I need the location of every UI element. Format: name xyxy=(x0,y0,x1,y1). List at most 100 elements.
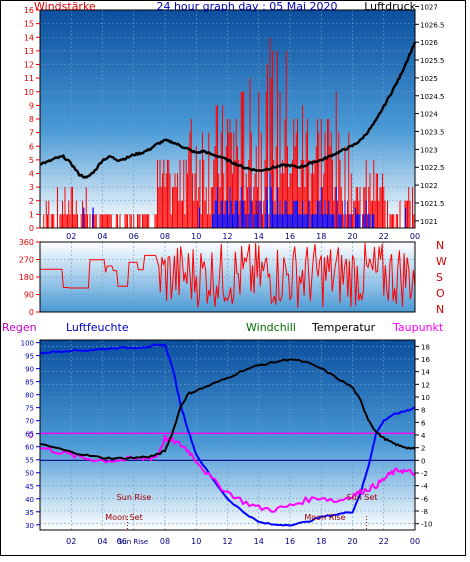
moon-set-label: Moon Set xyxy=(105,513,142,522)
temp-tick-label: 6 xyxy=(421,419,426,427)
temp-tick-label: 12 xyxy=(421,381,430,389)
x-tick-label: 22 xyxy=(379,232,389,241)
pressure-axis-title: Luftdruck xyxy=(364,0,416,13)
humidity-tick-label: 45 xyxy=(25,483,34,491)
humidity-tick-label: 85 xyxy=(25,379,34,387)
pressure-tick-label: 1024.5 xyxy=(420,93,445,101)
x-tick-label: 10 xyxy=(191,537,201,546)
pressure-tick-label: 1022.5 xyxy=(420,164,445,172)
x-tick-label: 08 xyxy=(160,232,170,241)
x-tick-label: 20 xyxy=(347,537,357,546)
wind-tick-label: 1 xyxy=(29,210,34,219)
temp-tick-label: -8 xyxy=(421,508,428,516)
legend-temperatur: Temperatur xyxy=(311,321,376,334)
temp-tick-label: 18 xyxy=(421,343,430,351)
humidity-tick-label: 35 xyxy=(25,509,34,517)
chart-title: 24 hour graph day : 05 Mai 2020 xyxy=(156,0,337,13)
pressure-tick-label: 1022 xyxy=(420,182,438,190)
x-tick-label: 14 xyxy=(254,232,264,241)
direction-label-n-top: N xyxy=(436,239,444,252)
temp-tick-label: 14 xyxy=(421,369,430,377)
pressure-tick-label: 1025 xyxy=(420,75,438,83)
legend-luftfeuchte: Luftfeuchte xyxy=(66,321,129,334)
pressure-line xyxy=(39,41,417,179)
x-tick-label: 12 xyxy=(222,537,232,546)
humidity-tick-label: 100 xyxy=(21,340,34,348)
x-tick-label: 08 xyxy=(160,537,170,546)
direction-tick-label: 180 xyxy=(19,273,34,282)
pressure-tick-label: 1025.5 xyxy=(420,57,445,65)
temp-tick-label: 2 xyxy=(421,445,425,453)
wind-tick-label: 15 xyxy=(24,20,34,29)
sun-set-label: Sun Set xyxy=(347,493,378,502)
wind-tick-label: 5 xyxy=(29,156,34,165)
wind-tick-label: 3 xyxy=(29,183,34,192)
direction-label-o: O xyxy=(436,287,445,300)
x-tick-label: 14 xyxy=(254,537,264,546)
wind-tick-label: 14 xyxy=(24,33,34,42)
direction-tick-label: 270 xyxy=(19,256,34,265)
legend-windchill: Windchill xyxy=(246,321,296,334)
wind-tick-label: 8 xyxy=(29,115,34,124)
x-tick-label: 22 xyxy=(379,537,389,546)
wind-tick-label: 16 xyxy=(24,6,34,15)
temp-tick-label: 8 xyxy=(421,407,425,415)
humidity-tick-label: 50 xyxy=(25,470,34,478)
sun-rise-label-1: Sun Rise xyxy=(117,493,152,502)
temp-tick-label: -4 xyxy=(421,483,429,491)
wind-tick-label: 10 xyxy=(24,88,34,97)
pressure-tick-label: 1021 xyxy=(420,218,438,226)
direction-tick-label: 0 xyxy=(29,308,34,317)
x-tick-label: 00 xyxy=(410,232,420,241)
direction-label-w: W xyxy=(436,255,447,268)
moon-rise-label: Moon Rise xyxy=(304,513,345,522)
direction-label-n-bottom: N xyxy=(436,303,444,316)
regen-zero-label: 0 xyxy=(28,431,34,441)
wind-tick-label: 4 xyxy=(29,170,34,179)
x-tick-label: 06 xyxy=(129,232,139,241)
legend-regen: Regen xyxy=(2,321,37,334)
humidity-line xyxy=(39,343,416,527)
legend-taupunkt: Taupunkt xyxy=(392,321,444,334)
x-tick-label: 02 xyxy=(66,232,76,241)
x-tick-label: 04 xyxy=(97,537,107,546)
pressure-tick-label: 1021.5 xyxy=(420,200,445,208)
x-tick-label: 16 xyxy=(285,232,295,241)
wind-tick-label: 11 xyxy=(24,74,34,83)
wind-tick-label: 9 xyxy=(29,101,34,110)
wind-tick-label: 0 xyxy=(29,224,34,233)
pressure-tick-label: 1024 xyxy=(420,111,438,119)
wind-tick-label: 13 xyxy=(24,47,34,56)
temp-tick-label: -10 xyxy=(421,521,432,529)
x-tick-label: 12 xyxy=(222,232,232,241)
pressure-tick-label: 1026 xyxy=(420,39,438,47)
temp-tick-label: 0 xyxy=(421,457,425,465)
humidity-tick-label: 30 xyxy=(25,522,34,530)
pressure-tick-label: 1023 xyxy=(420,146,438,154)
temp-tick-label: -2 xyxy=(421,470,428,478)
x-tick-label: 00 xyxy=(410,537,420,546)
humidity-tick-label: 75 xyxy=(25,405,34,413)
humidity-tick-label: 70 xyxy=(25,418,34,426)
x-tick-label: 18 xyxy=(316,537,326,546)
wind-tick-label: 12 xyxy=(24,61,34,70)
x-tick-label: 04 xyxy=(97,232,107,241)
wind-tick-label: 6 xyxy=(29,142,34,151)
wind-direction-line xyxy=(40,242,416,308)
temp-tick-label: 4 xyxy=(421,432,426,440)
x-tick-label: 10 xyxy=(191,232,201,241)
wind-tick-label: 7 xyxy=(29,129,34,138)
temp-tick-label: 16 xyxy=(421,356,430,364)
sun-rise-label-2: Sun Rise xyxy=(118,538,148,546)
wind-axis-title: Windstärke xyxy=(34,0,96,13)
temperature-line xyxy=(39,358,416,460)
temp-tick-label: 10 xyxy=(421,394,430,402)
x-tick-label: 16 xyxy=(285,537,295,546)
direction-tick-label: 360 xyxy=(19,238,34,247)
humidity-tick-label: 80 xyxy=(25,392,34,400)
temp-tick-label: -6 xyxy=(421,495,429,503)
humidity-tick-label: 90 xyxy=(25,366,34,374)
humidity-tick-label: 55 xyxy=(25,457,34,465)
wind-tick-label: 2 xyxy=(29,197,34,206)
